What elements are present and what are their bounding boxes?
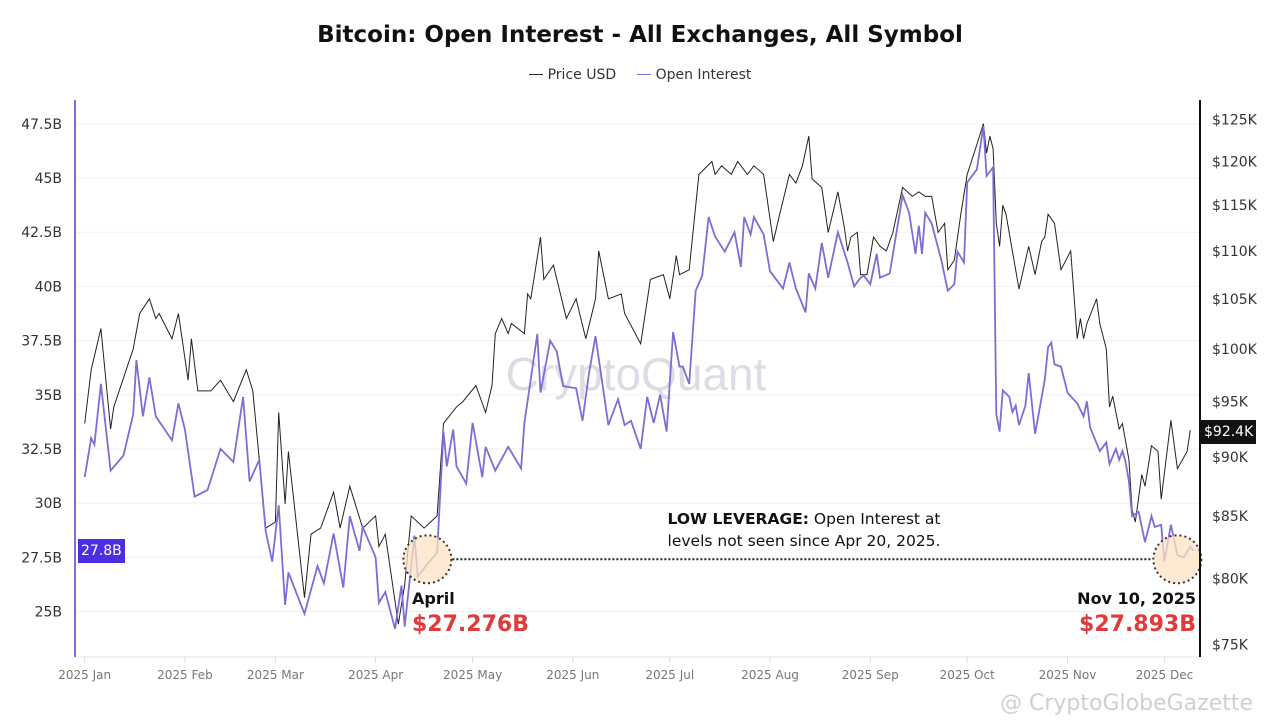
nov-label: Nov 10, 2025 (1077, 589, 1196, 608)
y-left-tick-label: 35B (35, 388, 62, 404)
y-right-tick-label: $115K (1212, 198, 1258, 214)
annotation-note-line2: levels not seen since Apr 20, 2025. (668, 532, 941, 550)
legend-label: Price USD (547, 66, 617, 83)
legend: Price USD Open Interest (0, 63, 1280, 83)
x-tick-label: 2025 Feb (157, 668, 213, 682)
watermark: CryptoQuant (506, 348, 767, 400)
x-tick-label: 2025 Nov (1039, 668, 1097, 682)
open-interest-line (83, 125, 1195, 630)
annotation-note-line1: LOW LEVERAGE: Open Interest at (668, 510, 941, 528)
x-tick-label: 2025 Sep (842, 668, 899, 682)
y-left-tick-label: 45B (35, 171, 62, 187)
april-label: April (412, 589, 455, 608)
current-price-badge: $92.4K (1201, 420, 1257, 444)
y-left-tick-label: 42.5B (21, 225, 62, 241)
highlight-circle (402, 534, 453, 585)
x-tick-label: 2025 Jan (58, 668, 111, 682)
y-right-tick-label: $105K (1212, 292, 1258, 308)
highlight-circle (1152, 534, 1203, 585)
legend-item-price[interactable]: Price USD (528, 66, 617, 83)
legend-label: Open Interest (655, 66, 752, 83)
y-right-tick-label: $80K (1212, 571, 1249, 587)
y-left-tick-label: 40B (35, 279, 62, 295)
y-left-tick-label: 37.5B (21, 334, 62, 350)
nov-value: $27.893B (1079, 612, 1196, 637)
y-right-tick-label: $85K (1212, 509, 1249, 525)
x-tick-label: 2025 May (443, 668, 502, 682)
x-tick-label: 2025 Oct (940, 668, 995, 682)
price-line (84, 123, 1191, 625)
x-tick-label: 2025 Jun (546, 668, 599, 682)
y-left-tick-label: 47.5B (21, 117, 62, 133)
y-right-tick-label: $120K (1212, 155, 1258, 171)
y-left-tick-label: 32.5B (21, 442, 62, 458)
x-tick-label: 2025 Jul (645, 668, 694, 682)
y-left-tick-label: 30B (35, 496, 62, 512)
credit-watermark: @ CryptoGlobeGazette (1000, 691, 1253, 716)
chart-title: Bitcoin: Open Interest - All Exchanges, … (317, 22, 963, 48)
y-right-tick-label: $100K (1212, 342, 1258, 358)
y-left-tick-label: 27.5B (21, 550, 62, 566)
legend-item-open-interest[interactable]: Open Interest (636, 66, 752, 83)
april-value: $27.276B (412, 612, 529, 637)
x-tick-label: 2025 Aug (741, 668, 799, 682)
y-right-tick-label: $125K (1212, 113, 1258, 129)
y-right-tick-label: $110K (1212, 244, 1258, 260)
y-left-tick-label: 25B (35, 604, 62, 620)
y-right-tick-label: $75K (1212, 638, 1249, 654)
x-tick-label: 2025 Dec (1136, 668, 1194, 682)
current-oi-badge: 27.8B (78, 539, 125, 563)
x-tick-label: 2025 Apr (348, 668, 403, 682)
x-tick-label: 2025 Mar (247, 668, 304, 682)
y-right-tick-label: $95K (1212, 395, 1249, 411)
y-right-tick-label: $90K (1212, 450, 1249, 466)
